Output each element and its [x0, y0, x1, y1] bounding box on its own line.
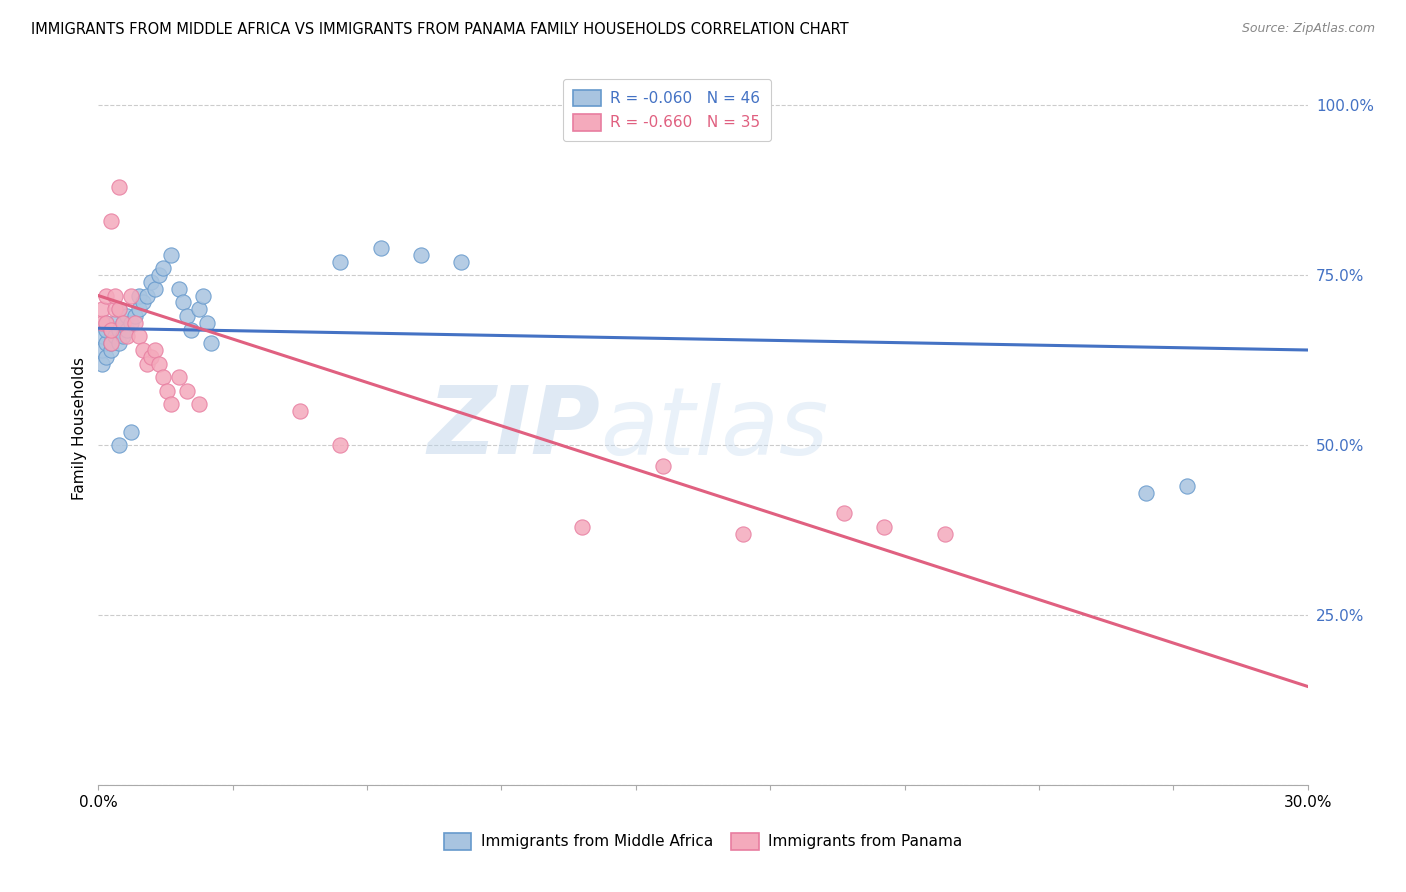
Point: [143, 343, 166, 357]
Point: [152, 261, 174, 276]
Point: [91, 329, 114, 343]
Point: [96, 323, 118, 337]
Point: [100, 336, 122, 351]
Point: [107, 302, 129, 317]
Point: [115, 323, 138, 337]
Point: [873, 519, 896, 533]
Point: [172, 295, 194, 310]
Point: [107, 302, 129, 317]
Point: [571, 519, 593, 533]
Point: [180, 323, 202, 337]
Point: [200, 336, 222, 351]
Point: [329, 438, 352, 452]
Point: [107, 323, 129, 337]
Point: [91, 343, 114, 357]
Point: [329, 254, 352, 268]
Point: [103, 329, 125, 343]
Point: [111, 316, 134, 330]
Point: [103, 316, 125, 330]
Point: [651, 458, 673, 473]
Point: [120, 288, 142, 302]
Point: [107, 336, 129, 351]
Point: [96, 288, 118, 302]
Point: [934, 526, 956, 541]
Point: [139, 350, 162, 364]
Point: [160, 397, 183, 411]
Point: [188, 302, 211, 317]
Point: [135, 288, 157, 302]
Text: IMMIGRANTS FROM MIDDLE AFRICA VS IMMIGRANTS FROM PANAMA FAMILY HOUSEHOLDS CORREL: IMMIGRANTS FROM MIDDLE AFRICA VS IMMIGRA…: [31, 22, 849, 37]
Point: [148, 268, 170, 283]
Point: [152, 370, 174, 384]
Point: [120, 425, 142, 439]
Legend: Immigrants from Middle Africa, Immigrants from Panama: Immigrants from Middle Africa, Immigrant…: [437, 827, 969, 855]
Point: [100, 323, 122, 337]
Text: ZIP: ZIP: [427, 382, 600, 475]
Point: [91, 316, 114, 330]
Point: [128, 329, 150, 343]
Point: [96, 336, 118, 351]
Point: [91, 357, 114, 371]
Point: [103, 302, 125, 317]
Point: [100, 343, 122, 357]
Point: [167, 282, 190, 296]
Point: [733, 526, 755, 541]
Point: [160, 248, 183, 262]
Point: [96, 316, 118, 330]
Point: [1135, 485, 1157, 500]
Point: [132, 295, 155, 310]
Point: [176, 384, 198, 398]
Point: [96, 316, 118, 330]
Point: [370, 241, 392, 255]
Point: [96, 350, 118, 364]
Y-axis label: Family Households: Family Households: [72, 357, 87, 500]
Point: [135, 357, 157, 371]
Point: [132, 343, 155, 357]
Point: [450, 254, 472, 268]
Point: [409, 248, 432, 262]
Point: [128, 302, 150, 317]
Point: [143, 282, 166, 296]
Point: [128, 288, 150, 302]
Point: [124, 316, 146, 330]
Point: [148, 357, 170, 371]
Point: [188, 397, 211, 411]
Point: [107, 180, 129, 194]
Text: Source: ZipAtlas.com: Source: ZipAtlas.com: [1241, 22, 1375, 36]
Point: [139, 275, 162, 289]
Point: [288, 404, 311, 418]
Point: [115, 329, 138, 343]
Point: [167, 370, 190, 384]
Point: [156, 384, 179, 398]
Point: [832, 506, 855, 520]
Point: [176, 309, 198, 323]
Point: [103, 288, 125, 302]
Point: [195, 316, 218, 330]
Point: [100, 323, 122, 337]
Point: [1175, 479, 1198, 493]
Text: atlas: atlas: [600, 383, 828, 474]
Point: [111, 329, 134, 343]
Point: [120, 316, 142, 330]
Point: [91, 302, 114, 317]
Point: [193, 288, 215, 302]
Point: [115, 309, 138, 323]
Point: [100, 214, 122, 228]
Point: [100, 336, 122, 351]
Point: [124, 309, 146, 323]
Point: [107, 438, 129, 452]
Point: [111, 316, 134, 330]
